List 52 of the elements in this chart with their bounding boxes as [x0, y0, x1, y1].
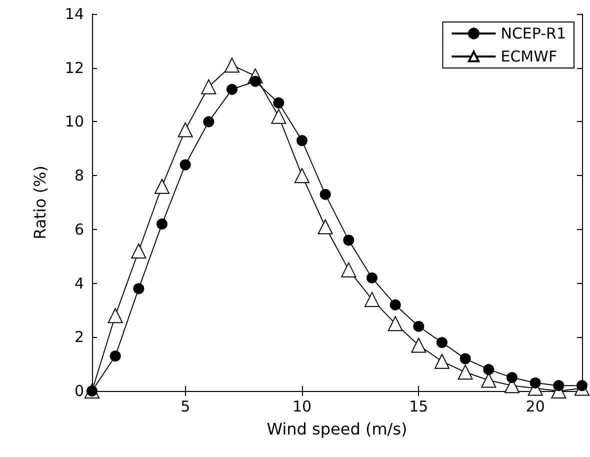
point — [458, 364, 473, 380]
point — [364, 292, 380, 307]
point — [154, 178, 170, 194]
y-tick-label: 2 — [74, 328, 84, 346]
point — [506, 372, 518, 384]
point — [224, 58, 240, 73]
point — [530, 377, 541, 388]
point — [460, 353, 471, 364]
point — [178, 122, 193, 138]
legend-label: ECMWF — [500, 48, 558, 66]
point — [481, 372, 496, 388]
point — [436, 337, 448, 348]
point — [434, 354, 450, 369]
point — [296, 135, 308, 146]
point — [201, 79, 216, 94]
point — [411, 338, 426, 353]
point — [413, 320, 424, 332]
point — [226, 84, 238, 95]
x-tick-label: 5 — [180, 398, 190, 416]
point — [156, 218, 168, 230]
point — [110, 350, 121, 362]
y-tick-label: 6 — [74, 220, 84, 238]
y-tick-label: 12 — [64, 58, 84, 77]
point — [320, 188, 331, 200]
point — [343, 234, 354, 246]
y-tick-label: 0 — [74, 382, 84, 400]
point — [294, 168, 310, 184]
point — [366, 272, 378, 284]
y-tick-label: 8 — [74, 166, 84, 185]
point — [180, 159, 191, 170]
point — [203, 116, 214, 128]
point — [271, 108, 286, 124]
point — [388, 316, 403, 332]
y-tick-label: 14 — [64, 5, 84, 23]
point — [553, 380, 564, 392]
point — [390, 299, 401, 310]
point — [576, 380, 588, 392]
point — [133, 283, 144, 294]
point — [108, 308, 123, 324]
y-axis-title: Ratio (%) — [30, 166, 50, 240]
legend-label: NCEP-R1 — [500, 24, 566, 42]
point — [131, 243, 146, 258]
x-tick-label: 10 — [292, 398, 312, 416]
x-tick-label: 20 — [526, 398, 545, 416]
x-axis-title: Wind speed (m/s) — [266, 420, 408, 438]
point — [341, 262, 356, 278]
point — [273, 97, 284, 108]
point — [483, 364, 494, 375]
y-tick-label: 4 — [74, 274, 84, 292]
x-tick-label: 15 — [409, 398, 428, 416]
y-tick-label: 10 — [64, 112, 84, 131]
point — [318, 219, 333, 234]
